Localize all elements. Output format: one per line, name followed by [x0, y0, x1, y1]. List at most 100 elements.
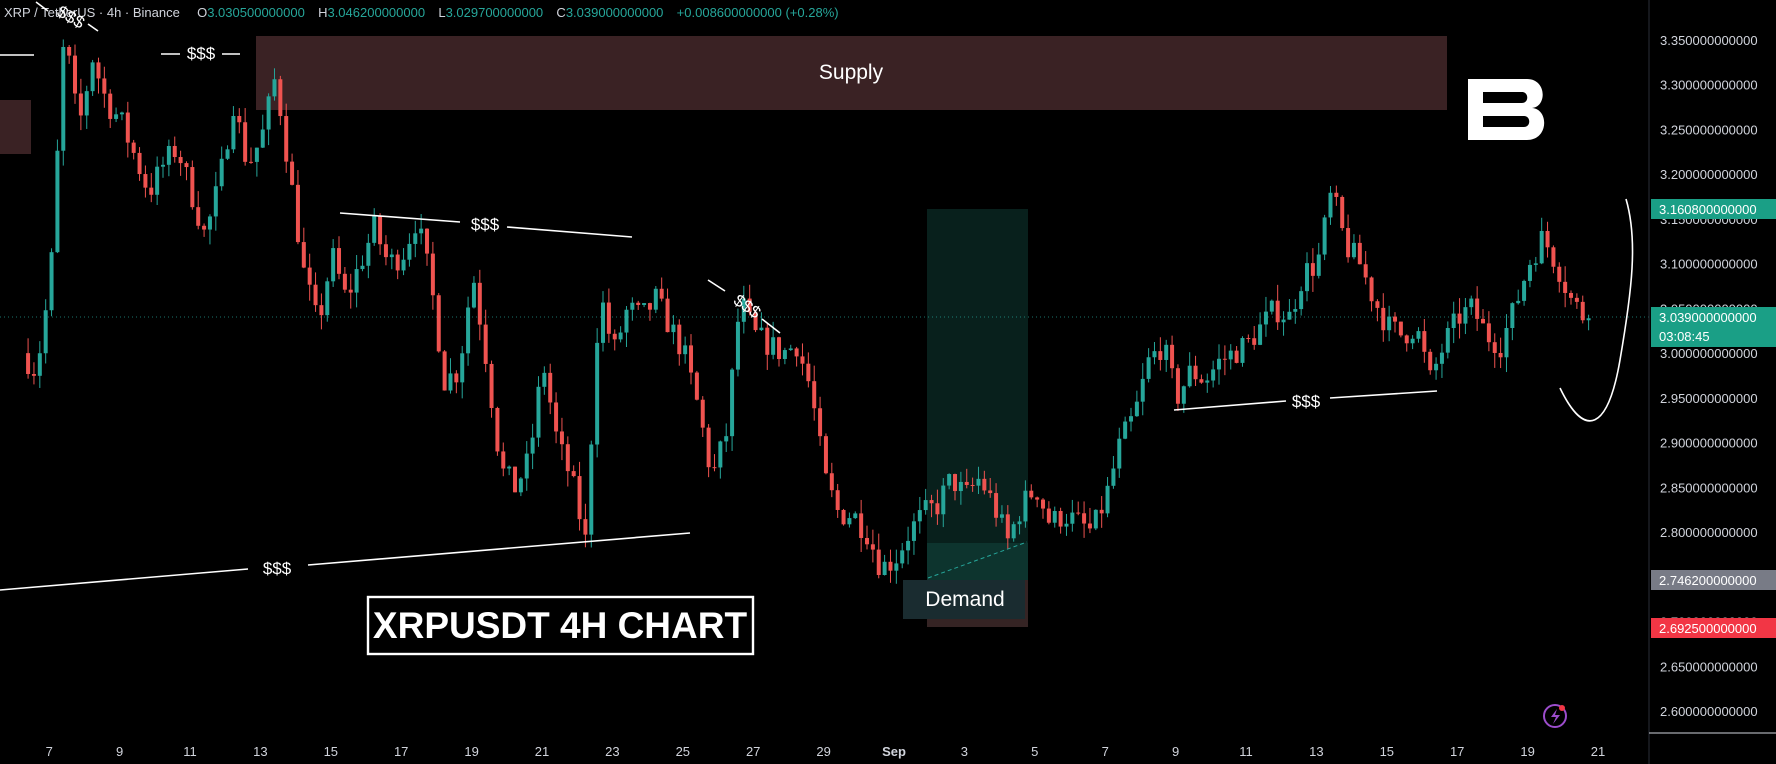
time-tick-label: 29: [816, 744, 830, 759]
candle-up: [1410, 338, 1415, 344]
candle-down: [970, 484, 975, 486]
candle-up: [419, 228, 424, 234]
candle-down: [1222, 358, 1227, 360]
candle-down: [1170, 344, 1175, 369]
candle-down: [1363, 264, 1368, 278]
price-tick-label: 3.100000000000: [1660, 257, 1758, 272]
candle-down: [131, 142, 136, 153]
lightning-icon[interactable]: [1543, 704, 1567, 728]
high-price-tag-text: 3.160800000000: [1659, 202, 1757, 217]
close-value: 3.039000000000: [565, 5, 664, 20]
candle-up: [166, 145, 171, 165]
candle-down: [1193, 365, 1198, 380]
svg-text:$$$: $$$: [263, 559, 292, 578]
time-tick-label: 21: [1591, 744, 1605, 759]
time-tick-label: 7: [1102, 744, 1109, 759]
candle-up: [958, 481, 963, 492]
candle-up: [213, 186, 218, 217]
candle-up: [55, 150, 60, 253]
candle-down: [806, 363, 811, 382]
candle-down: [501, 451, 506, 469]
candle-up: [917, 510, 922, 522]
candle-up: [1539, 230, 1544, 264]
candle-up: [1527, 264, 1532, 281]
candle-down: [1005, 514, 1010, 539]
candle-up: [536, 386, 541, 438]
candle-down: [888, 561, 893, 571]
candle-up: [260, 129, 265, 148]
candle-up: [941, 485, 946, 515]
candle-up: [788, 348, 793, 351]
candle-down: [184, 163, 189, 168]
price-tick-label: 2.650000000000: [1660, 659, 1758, 674]
candle-down: [1557, 266, 1562, 282]
candle-down: [301, 242, 306, 268]
price-tick-label: 3.350000000000: [1660, 33, 1758, 48]
time-tick-label: Sep: [882, 744, 906, 759]
candle-down: [1252, 338, 1257, 345]
candle-up: [1134, 401, 1139, 417]
candle-down: [1393, 316, 1398, 322]
candle-down: [1404, 335, 1409, 344]
candle-down: [994, 493, 999, 518]
candle-down: [1486, 323, 1491, 343]
candle-down: [1457, 313, 1462, 324]
candle-down: [190, 167, 195, 208]
candle-down: [436, 295, 441, 352]
candle-down: [1580, 301, 1585, 321]
chart-title-box: [366, 595, 755, 656]
candle-up: [114, 114, 119, 119]
candle-up: [331, 248, 336, 282]
price-tick-label: 3.200000000000: [1660, 167, 1758, 182]
candle-down: [1334, 192, 1339, 197]
candle-down: [1087, 523, 1092, 529]
candle-down: [818, 408, 823, 437]
candle-up: [84, 91, 89, 116]
candle-down: [1375, 301, 1380, 308]
candle-down: [1234, 350, 1239, 363]
candle-up: [1263, 311, 1268, 325]
supply-zone[interactable]: [256, 36, 1447, 110]
candle-down: [1175, 368, 1180, 404]
candle-down: [1199, 379, 1204, 383]
grey-price-tag-text: 2.746200000000: [1659, 573, 1757, 588]
candle-down: [96, 62, 101, 79]
high-value: 3.046200000000: [327, 5, 426, 20]
time-axis[interactable]: 7 9 11 13 15 17 19 21 23 25 27 29 Sep 3 5 7 9 11 13 15 17 19 2…: [46, 744, 1606, 759]
candle-up: [1299, 291, 1304, 310]
candle-down: [823, 436, 828, 474]
candle-up: [471, 282, 476, 308]
candle-up: [1434, 363, 1439, 371]
time-tick-label: 9: [116, 744, 123, 759]
candle-down: [935, 503, 940, 515]
time-tick-label: 23: [605, 744, 619, 759]
candle-down: [794, 348, 799, 357]
candle-up: [1258, 324, 1263, 345]
candle-up: [782, 350, 787, 359]
price-axis[interactable]: 3.350000000000 3.300000000000 3.2500000000…: [1660, 33, 1758, 719]
candle-up: [372, 215, 377, 243]
candle-down: [243, 122, 248, 162]
candle-down: [454, 373, 459, 383]
candle-up: [1152, 351, 1157, 358]
grey-price-tag: [1651, 570, 1776, 590]
last-price-tag: [1651, 307, 1776, 347]
candle-up: [947, 474, 952, 486]
symbol-label[interactable]: XRP / TetherUS · 4h · Binance: [4, 5, 180, 20]
candle-down: [1574, 297, 1579, 302]
candle-down: [108, 93, 113, 119]
candle-down: [295, 184, 300, 243]
candle-down: [559, 431, 564, 445]
candle-down: [143, 174, 148, 188]
candle-up: [653, 288, 658, 310]
supply-label: Supply: [819, 61, 884, 84]
candle-up: [1305, 263, 1310, 292]
price-tick-label: 3.000000000000: [1660, 346, 1758, 361]
candle-down: [753, 312, 758, 331]
candle-up: [231, 116, 236, 150]
candle-down: [425, 228, 430, 254]
candle-down: [26, 353, 31, 375]
open-value: 3.030500000000: [207, 5, 305, 20]
svg-text:$$$: $$$: [1292, 392, 1321, 411]
